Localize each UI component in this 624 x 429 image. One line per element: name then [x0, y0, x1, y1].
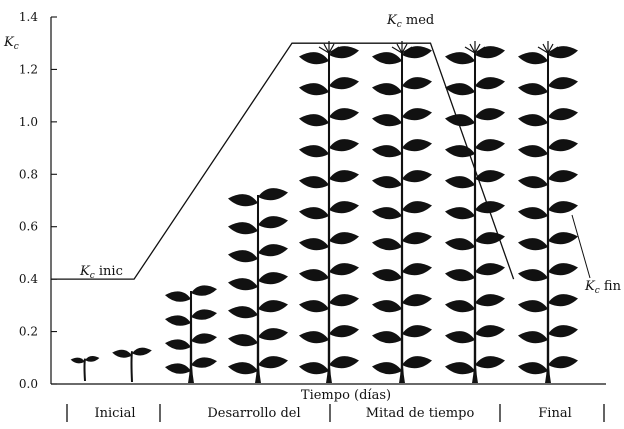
axes	[50, 17, 606, 385]
stage-label: Mitad de tiempo	[366, 406, 475, 421]
young-plant	[165, 285, 217, 383]
seedling-1	[70, 355, 100, 382]
y-tick-label: 0.6	[19, 220, 38, 234]
kc-fin-label: Kc fin	[584, 279, 622, 296]
stage-labels: Inicial Desarrollo del Mitad de tiempo Fina…	[66, 404, 605, 422]
y-tick-label: 0.4	[19, 272, 38, 286]
y-tick-label: 1.4	[19, 10, 38, 24]
kc-curve	[51, 42, 515, 280]
mature-plant-3	[445, 41, 505, 383]
crop-plant-illustrations	[70, 41, 578, 383]
kc-med-label: Kc med	[386, 13, 434, 30]
stage-label: Final	[538, 406, 571, 421]
annotations: Kc inic Kc med Kc fin	[79, 13, 622, 296]
y-tick-label: 1.0	[19, 115, 38, 129]
y-ticks: 0.0 0.2 0.4 0.6 0.8 1.0 1.2 1.4	[19, 10, 57, 391]
y-tick-label: 0.2	[19, 325, 38, 339]
seedling-2	[112, 347, 152, 383]
y-tick-label: 1.2	[19, 62, 38, 76]
stage-label: Desarrollo del	[207, 406, 300, 421]
stage-label: Inicial	[94, 406, 135, 421]
mature-plant-4	[518, 41, 578, 383]
x-axis-label: Tiempo (días)	[301, 388, 391, 403]
mature-plant-1	[299, 41, 359, 383]
y-axis-label: Kc	[3, 35, 19, 52]
developing-plant	[228, 188, 288, 383]
y-tick-label: 0.8	[19, 167, 38, 181]
mature-plant-2	[372, 41, 432, 383]
y-tick-label: 0.0	[19, 377, 38, 391]
kc-inic-label: Kc inic	[79, 264, 123, 281]
kc-fin-leader	[571, 214, 591, 279]
